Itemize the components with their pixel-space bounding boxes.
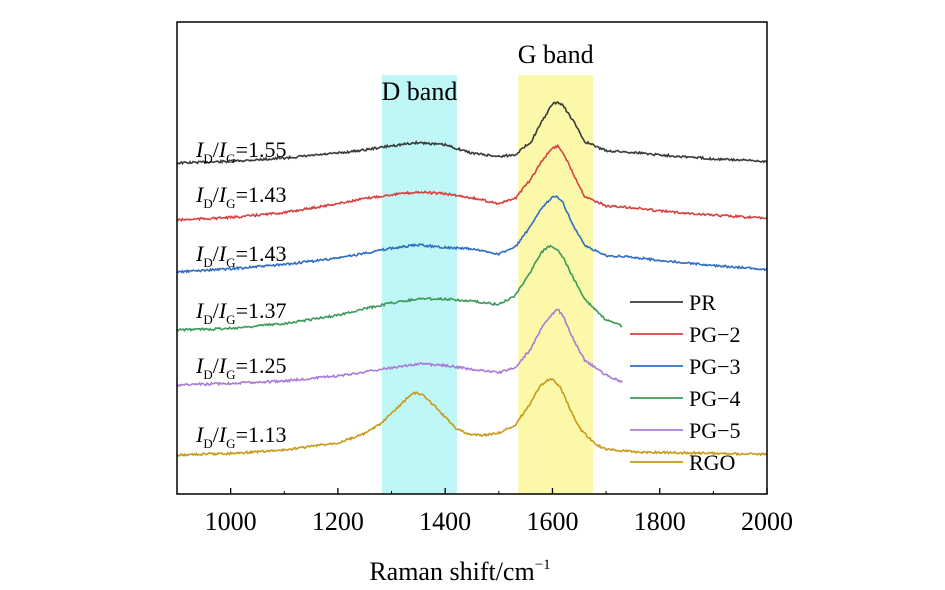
legend: PR PG−2 PG−3 PG−4 PG−5 RGO xyxy=(630,290,741,475)
ratio-sub1: D xyxy=(203,196,212,211)
band-highlights: D band G band xyxy=(382,40,594,494)
ratio-sub2: G xyxy=(226,151,235,166)
ratio-label: ID/IG=1.43 xyxy=(195,182,286,211)
ratio-sub2: G xyxy=(226,255,235,270)
series-line-PG−2 xyxy=(176,143,768,223)
ratio-slash: / xyxy=(213,137,220,162)
series-line-PG−5 xyxy=(176,308,623,388)
series-line-RGO xyxy=(176,378,768,458)
ratio-label: ID/IG=1.25 xyxy=(195,353,286,382)
plot-frame xyxy=(176,21,768,495)
ratio-sub2: G xyxy=(226,312,235,327)
legend-label: PR xyxy=(689,290,716,315)
ratio-label: ID/IG=1.43 xyxy=(195,241,286,270)
ratio-label: ID/IG=1.55 xyxy=(195,137,286,166)
legend-label: PG−2 xyxy=(689,322,741,347)
ratio-sub1: D xyxy=(203,151,212,166)
ratio-value: =1.37 xyxy=(236,298,287,323)
ratio-i1: I xyxy=(195,137,205,162)
ratio-sub1: D xyxy=(203,312,212,327)
ratio-value: =1.43 xyxy=(236,182,287,207)
ratio-i2: I xyxy=(218,182,228,207)
ratio-label: ID/IG=1.37 xyxy=(195,298,286,327)
ratio-value: =1.55 xyxy=(236,137,287,162)
x-tick-label: 1600 xyxy=(526,507,578,536)
ratio-sub2: G xyxy=(226,196,235,211)
series-line-PG−4 xyxy=(176,244,623,333)
x-axis-label-superscript: −1 xyxy=(535,557,551,573)
x-tick-label: 1000 xyxy=(205,507,257,536)
ratio-slash: / xyxy=(213,182,220,207)
x-axis-ticks: 1000 1200 1400 1600 1800 2000 xyxy=(205,488,793,536)
legend-label: PG−4 xyxy=(689,386,741,411)
ratio-i1: I xyxy=(195,422,205,447)
series-lines xyxy=(176,100,768,458)
ratio-sub1: D xyxy=(203,367,212,382)
x-axis-label: Raman shift/cm−1 xyxy=(369,557,550,586)
ratio-i2: I xyxy=(218,298,228,323)
legend-label: PG−5 xyxy=(689,418,741,443)
band-label-d: D band xyxy=(382,77,458,106)
ratio-i2: I xyxy=(218,353,228,378)
x-tick-label: 1800 xyxy=(634,507,686,536)
series-line-PR xyxy=(176,100,768,166)
x-tick-label: 1200 xyxy=(312,507,364,536)
band-label-g: G band xyxy=(518,40,594,69)
legend-label: PG−3 xyxy=(689,354,741,379)
x-tick-label: 2000 xyxy=(741,507,793,536)
ratio-slash: / xyxy=(213,353,220,378)
legend-label: RGO xyxy=(689,450,735,475)
ratio-sub1: D xyxy=(203,255,212,270)
ratio-labels: ID/IG=1.55ID/IG=1.43ID/IG=1.43ID/IG=1.37… xyxy=(195,137,286,451)
series-line-PG−3 xyxy=(176,195,768,274)
ratio-value: =1.13 xyxy=(236,422,287,447)
x-axis-label-text: Raman shift/cm xyxy=(369,557,534,586)
band-d xyxy=(381,75,457,494)
ratio-i2: I xyxy=(218,241,228,266)
ratio-label: ID/IG=1.13 xyxy=(195,422,286,451)
ratio-i2: I xyxy=(218,137,228,162)
ratio-sub1: D xyxy=(203,436,212,451)
ratio-sub2: G xyxy=(226,367,235,382)
ratio-i2: I xyxy=(218,422,228,447)
x-tick-label: 1400 xyxy=(419,507,471,536)
ratio-slash: / xyxy=(213,241,220,266)
ratio-sub2: G xyxy=(226,436,235,451)
ratio-i1: I xyxy=(195,241,205,266)
ratio-value: =1.43 xyxy=(236,241,287,266)
band-g xyxy=(518,75,594,494)
ratio-i1: I xyxy=(195,182,205,207)
ratio-i1: I xyxy=(195,353,205,378)
ratio-slash: / xyxy=(213,422,220,447)
ratio-i1: I xyxy=(195,298,205,323)
ratio-value: =1.25 xyxy=(236,353,287,378)
ratio-slash: / xyxy=(213,298,220,323)
